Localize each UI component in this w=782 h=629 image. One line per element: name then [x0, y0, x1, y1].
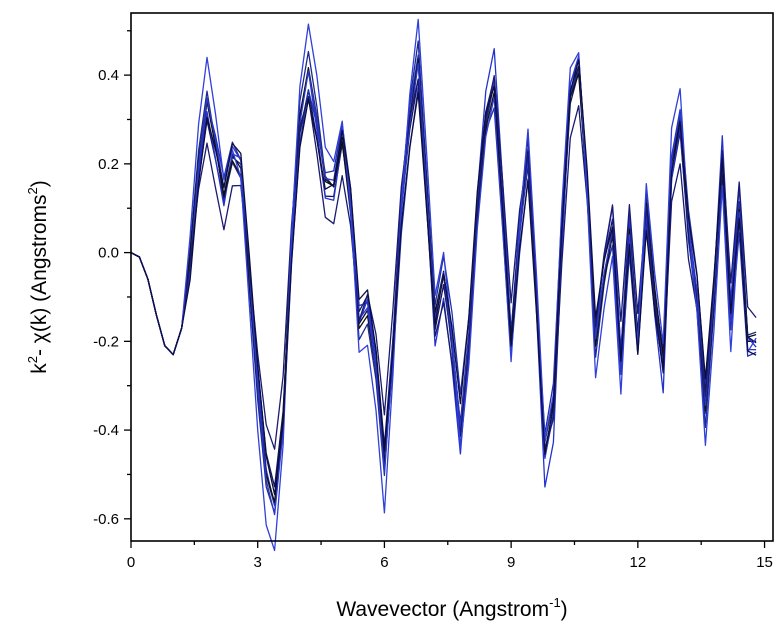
series-group — [130, 18, 757, 552]
series-line-10 — [130, 59, 757, 496]
y-tick-label: -0.6 — [93, 511, 119, 528]
plot-frame — [130, 12, 774, 542]
y-axis-title: k2- χ(k) (Angstroms2) — [25, 180, 51, 374]
y-tick-label: 0.4 — [98, 67, 119, 84]
y-tick-label: -0.4 — [93, 422, 119, 439]
series-line-6 — [130, 58, 757, 503]
series-line-1 — [130, 61, 757, 507]
series-line-4 — [130, 59, 757, 506]
x-tick-label: 12 — [629, 554, 646, 571]
x-tick-label: 3 — [254, 554, 262, 571]
y-tick-label: -0.2 — [93, 333, 119, 350]
series-line-8 — [130, 74, 757, 450]
x-tick-label: 9 — [507, 554, 515, 571]
x-tick-label: 6 — [380, 554, 388, 571]
x-tick-label: 0 — [127, 554, 135, 571]
y-tick-label: 0.2 — [98, 156, 119, 173]
ticks-group: 0 3 6 9 12 15 -0.6 -0.4 -0.2 0.0 0.2 0.4 — [93, 30, 773, 571]
x-tick-label: 15 — [756, 554, 773, 571]
x-axis-title: Wavevector (Angstrom-1) — [336, 595, 567, 621]
y-tick-label: 0.0 — [98, 245, 119, 262]
series-line-9 — [130, 18, 757, 552]
